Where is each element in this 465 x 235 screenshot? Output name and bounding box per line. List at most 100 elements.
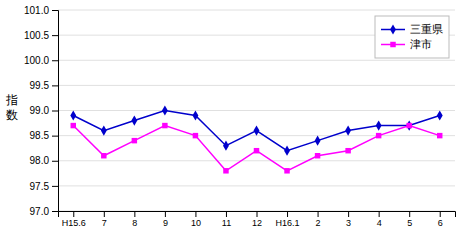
y-tick-mark	[52, 35, 58, 36]
x-tick: 3	[346, 211, 351, 228]
series-marker	[437, 133, 442, 138]
x-tick-mark	[440, 211, 441, 217]
x-tick: 5	[407, 211, 412, 228]
legend-label: 津市	[410, 38, 432, 51]
x-tick-mark	[257, 211, 258, 217]
x-tick: 11	[222, 211, 231, 228]
x-tick: 12	[252, 211, 262, 228]
grid-line	[58, 85, 455, 86]
y-tick-mark	[52, 10, 58, 11]
series-marker	[131, 115, 137, 125]
y-tick-mark	[52, 211, 58, 212]
y-tick-label: 100.0	[24, 55, 49, 66]
legend-label: 三重県	[410, 23, 443, 36]
x-tick: 4	[377, 211, 382, 228]
y-tick: 99.0	[30, 105, 58, 116]
y-tick: 97.5	[30, 181, 58, 192]
x-tick-mark	[195, 211, 196, 217]
x-tick: 2	[316, 211, 321, 228]
x-tick-mark	[348, 211, 349, 217]
grid-line	[58, 10, 455, 11]
series-marker	[254, 126, 260, 136]
legend-marker	[390, 42, 395, 47]
series-marker	[376, 120, 382, 130]
series-marker	[345, 126, 351, 136]
y-tick-mark	[52, 161, 58, 162]
x-tick-label: 2	[316, 218, 321, 228]
x-tick-mark	[409, 211, 410, 217]
series-marker	[71, 123, 76, 128]
x-tick-mark	[379, 211, 380, 217]
y-tick-label: 98.5	[30, 130, 50, 141]
marks	[70, 105, 442, 173]
x-tick: 8	[132, 211, 137, 228]
series-marker	[345, 148, 350, 153]
x-tick-label: 7	[102, 218, 107, 228]
x-tick-mark	[104, 211, 105, 217]
series-marker	[193, 133, 198, 138]
y-tick-label: 99.0	[30, 105, 50, 116]
x-tick-mark	[165, 211, 166, 217]
series-marker	[132, 138, 137, 143]
x-tick-mark	[226, 211, 227, 217]
x-tick-label: 11	[222, 218, 231, 228]
x-tick-label: 4	[377, 218, 382, 228]
series-marker	[437, 110, 443, 120]
x-tick-label: 12	[252, 218, 262, 228]
series-marker	[406, 120, 412, 130]
series-marker	[162, 123, 167, 128]
y-tick: 101.0	[24, 5, 58, 16]
y-tick-mark	[52, 186, 58, 187]
series-line	[73, 126, 439, 171]
series-marker	[315, 136, 321, 146]
legend-box	[375, 16, 449, 58]
series-marker	[192, 110, 198, 120]
x-tick-label: 5	[407, 218, 412, 228]
y-tick: 98.0	[30, 155, 58, 166]
legend: 三重県津市	[375, 16, 449, 58]
series-marker	[376, 133, 381, 138]
series-marker	[101, 153, 106, 158]
series-marker	[223, 141, 229, 151]
x-tick: H16.1	[276, 211, 300, 228]
x-tick-label: 10	[191, 218, 201, 228]
x-tick-mark	[287, 211, 288, 217]
y-tick: 100.0	[24, 55, 58, 66]
x-tick: 6	[438, 211, 443, 228]
x-tick: 9	[163, 211, 168, 228]
series-marker	[223, 168, 228, 173]
series-marker	[254, 148, 259, 153]
series-marker	[315, 153, 320, 158]
x-tick-mark	[134, 211, 135, 217]
y-tick: 98.5	[30, 130, 58, 141]
chart: 97.097.598.098.599.099.5100.0100.5101.0H…	[0, 0, 465, 235]
y-tick-mark	[52, 111, 58, 112]
plot: 97.097.598.098.599.099.5100.0100.5101.0H…	[24, 5, 456, 229]
y-tick-label: 99.5	[30, 80, 50, 91]
y-tick-mark	[52, 136, 58, 137]
x-tick-label: 8	[132, 218, 137, 228]
series-line	[73, 111, 439, 151]
y-tick: 97.0	[30, 206, 58, 217]
x-axis: H15.6789101112H16.123456	[59, 211, 456, 228]
x-tick-mark	[73, 211, 74, 217]
x-tick-label: 6	[438, 218, 443, 228]
x-tick-mark	[318, 211, 319, 217]
series-marker	[162, 105, 168, 115]
y-tick-label: 97.5	[30, 181, 50, 192]
series-marker	[101, 126, 107, 136]
series-marker	[284, 168, 289, 173]
grid-line	[58, 110, 455, 111]
y-tick-mark	[52, 85, 58, 86]
grid-line	[58, 60, 455, 61]
grid	[58, 10, 455, 211]
series-marker	[284, 146, 290, 156]
legend-marker	[390, 24, 396, 34]
x-axis-line	[59, 212, 456, 218]
y-tick-label: 98.0	[30, 155, 50, 166]
x-tick: 7	[102, 211, 107, 228]
legend-item: 三重県	[381, 23, 443, 36]
y-axis: 97.097.598.098.599.099.5100.0100.5101.0	[24, 5, 59, 217]
y-tick-label: 97.0	[30, 206, 50, 217]
grid-line	[58, 160, 455, 161]
